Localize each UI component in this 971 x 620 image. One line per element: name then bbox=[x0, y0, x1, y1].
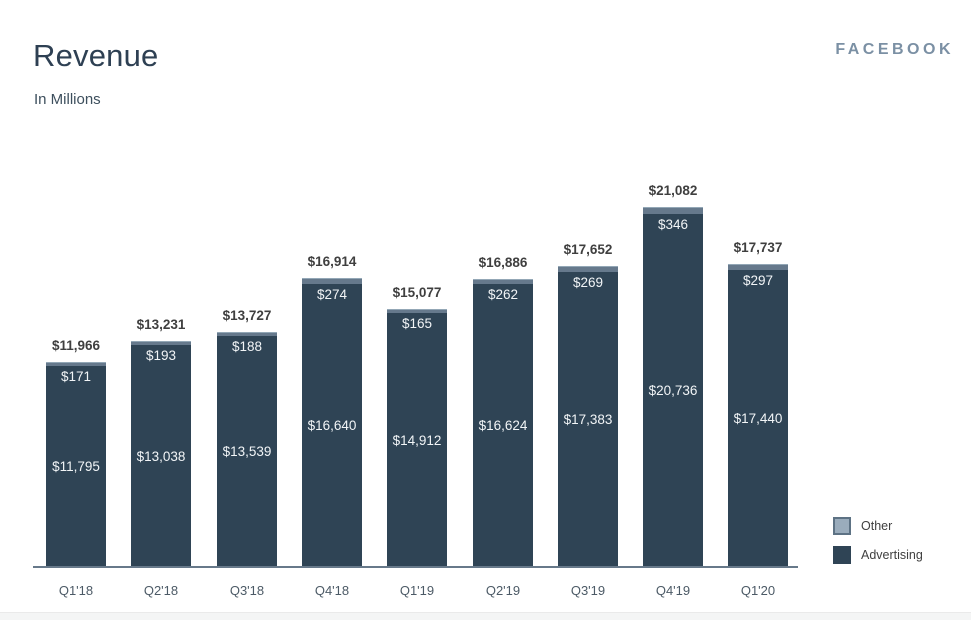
bar-group-Q1-20: $17,737 $297 $17,440 Q1'20 bbox=[728, 240, 788, 598]
bar-group-Q2-18: $13,231 $193 $13,038 Q2'18 bbox=[131, 317, 191, 598]
revenue-bar: $262 $16,624 bbox=[473, 279, 533, 566]
other-segment bbox=[558, 266, 618, 272]
other-value-label: $274 bbox=[316, 287, 348, 302]
revenue-bar: $269 $17,383 bbox=[558, 266, 618, 566]
advertising-value-label: $13,038 bbox=[136, 449, 186, 464]
bar-group-Q1-19: $15,077 $165 $14,912 Q1'19 bbox=[387, 285, 447, 598]
revenue-bar: $274 $16,640 bbox=[302, 278, 362, 566]
page-bottom-edge bbox=[0, 612, 971, 620]
advertising-value-label: $17,383 bbox=[563, 412, 613, 427]
other-segment bbox=[131, 341, 191, 345]
advertising-value-label: $17,440 bbox=[733, 411, 783, 426]
advertising-value-label: $20,736 bbox=[648, 383, 698, 398]
advertising-value-label: $16,640 bbox=[307, 418, 357, 433]
revenue-bar: $165 $14,912 bbox=[387, 309, 447, 566]
x-axis-tick-label: Q1'18 bbox=[58, 583, 94, 598]
chart-legend: Other Advertising bbox=[833, 517, 923, 575]
other-segment bbox=[473, 279, 533, 284]
other-segment bbox=[217, 332, 277, 336]
legend-row-other: Other bbox=[833, 517, 923, 535]
bar-total-label: $17,737 bbox=[733, 240, 783, 255]
x-axis-tick-label: Q4'19 bbox=[655, 583, 691, 598]
other-value-label: $262 bbox=[487, 287, 519, 302]
bar-group-Q3-18: $13,727 $188 $13,539 Q3'18 bbox=[217, 308, 277, 598]
other-value-label: $193 bbox=[145, 348, 177, 363]
revenue-bar: $188 $13,539 bbox=[217, 332, 277, 566]
legend-row-advertising: Advertising bbox=[833, 546, 923, 564]
legend-label-advertising: Advertising bbox=[861, 548, 923, 562]
other-value-label: $297 bbox=[742, 273, 774, 288]
other-value-label: $346 bbox=[657, 217, 689, 232]
revenue-bar: $193 $13,038 bbox=[131, 341, 191, 566]
bar-group-Q4-19: $21,082 $346 $20,736 Q4'19 bbox=[643, 183, 703, 598]
advertising-value-label: $13,539 bbox=[222, 444, 272, 459]
advertising-legend-swatch bbox=[833, 546, 851, 564]
chart-subtitle: In Millions bbox=[34, 91, 101, 108]
bar-group-Q2-19: $16,886 $262 $16,624 Q2'19 bbox=[473, 255, 533, 598]
advertising-value-label: $16,624 bbox=[478, 418, 528, 433]
advertising-value-label: $11,795 bbox=[52, 459, 100, 474]
other-segment bbox=[46, 362, 106, 366]
x-axis-tick-label: Q3'19 bbox=[570, 583, 606, 598]
bar-total-label: $15,077 bbox=[392, 285, 442, 300]
x-axis-tick-label: Q2'18 bbox=[143, 583, 179, 598]
bar-total-label: $16,886 bbox=[478, 255, 528, 270]
other-segment bbox=[387, 309, 447, 313]
bar-total-label: $11,966 bbox=[51, 338, 101, 353]
revenue-bar: $346 $20,736 bbox=[643, 207, 703, 566]
x-axis-tick-label: Q3'18 bbox=[229, 583, 265, 598]
other-segment bbox=[643, 207, 703, 214]
bar-group-Q4-18: $16,914 $274 $16,640 Q4'18 bbox=[302, 254, 362, 598]
other-value-label: $188 bbox=[231, 339, 263, 354]
bar-total-label: $13,231 bbox=[136, 317, 186, 332]
other-segment bbox=[302, 278, 362, 284]
chart-plot-area: $11,966 $171 $11,795 Q1'18 $13,231 $193 $13,03… bbox=[33, 170, 798, 598]
advertising-value-label: $14,912 bbox=[392, 433, 442, 448]
bar-total-label: $21,082 bbox=[648, 183, 698, 198]
other-segment bbox=[728, 264, 788, 270]
other-value-label: $165 bbox=[401, 316, 433, 331]
bar-total-label: $17,652 bbox=[563, 242, 613, 257]
page-title: Revenue bbox=[33, 38, 159, 73]
bar-group-Q1-18: $11,966 $171 $11,795 Q1'18 bbox=[46, 338, 106, 598]
bar-group-Q3-19: $17,652 $269 $17,383 Q3'19 bbox=[558, 242, 618, 598]
legend-label-other: Other bbox=[861, 519, 893, 533]
revenue-bar: $171 $11,795 bbox=[46, 362, 106, 566]
facebook-logo: FACEBOOK bbox=[835, 41, 954, 58]
other-value-label: $171 bbox=[60, 369, 92, 384]
x-axis-tick-label: Q2'19 bbox=[485, 583, 521, 598]
bar-total-label: $13,727 bbox=[222, 308, 272, 323]
revenue-bar: $297 $17,440 bbox=[728, 264, 788, 566]
x-axis-tick-label: Q1'20 bbox=[740, 583, 776, 598]
other-legend-swatch bbox=[833, 517, 851, 535]
other-value-label: $269 bbox=[572, 275, 604, 290]
x-axis-tick-label: Q4'18 bbox=[314, 583, 350, 598]
x-axis-tick-label: Q1'19 bbox=[399, 583, 435, 598]
bar-total-label: $16,914 bbox=[307, 254, 357, 269]
